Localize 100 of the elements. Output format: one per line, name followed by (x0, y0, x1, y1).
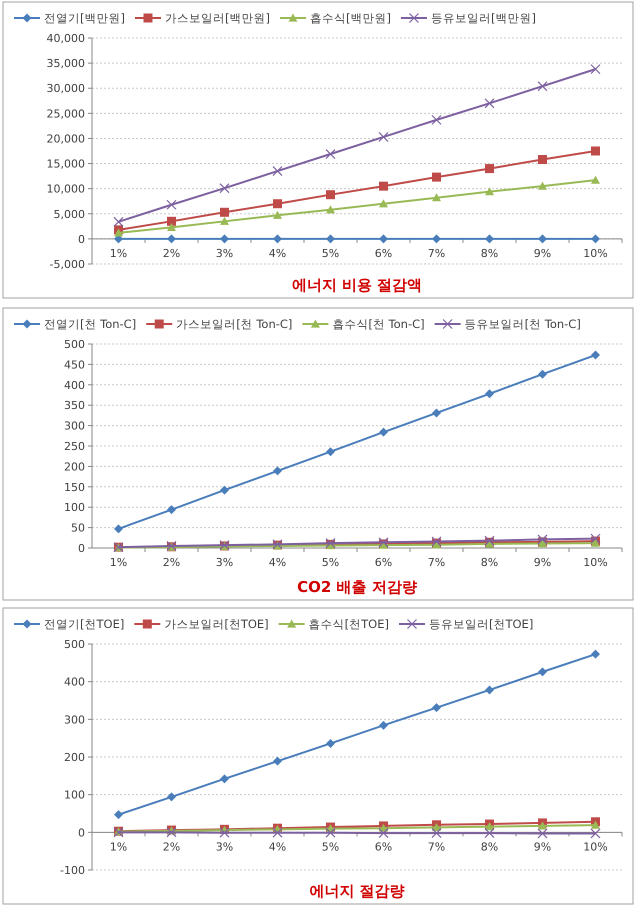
legend-label: 흡수식[천 Ton-C] (332, 317, 425, 331)
y-tick-label: 30,000 (46, 82, 85, 96)
point (432, 408, 441, 418)
x-tick-label: 5% (322, 840, 340, 854)
x-tick-label: 2% (162, 246, 180, 260)
legend-label: 가스보일러[천TOE] (164, 617, 269, 631)
point (485, 164, 494, 174)
y-tick-label: 500 (64, 338, 85, 351)
point (590, 534, 601, 544)
y-tick-label: 5,000 (54, 208, 85, 221)
y-tick-label: 450 (64, 358, 85, 372)
x-tick-label: 7% (428, 246, 446, 260)
point (590, 828, 601, 839)
point (591, 820, 600, 829)
point (220, 774, 229, 784)
point (272, 166, 283, 176)
point (220, 216, 229, 225)
y-tick-label: 500 (64, 638, 85, 651)
y-tick-label: 40,000 (46, 32, 85, 45)
point (431, 114, 442, 125)
point (167, 216, 176, 226)
x-tick-label: 6% (374, 840, 392, 854)
y-tick-label: 0 (78, 826, 85, 840)
point (326, 738, 335, 748)
point (537, 828, 548, 839)
point (219, 183, 230, 194)
point (431, 828, 442, 838)
x-tick-label: 10% (583, 840, 608, 854)
point (485, 685, 494, 694)
point (591, 234, 600, 244)
y-tick-label: 350 (64, 399, 85, 412)
point (538, 667, 547, 676)
x-tick-label: 3% (216, 840, 234, 854)
legend-label: 가스보일러[백만원] (164, 11, 270, 25)
point (591, 350, 600, 360)
y-tick-label: 35,000 (46, 57, 85, 70)
legend-label: 흡수식[백만원] (310, 11, 391, 25)
x-tick-label: 8% (480, 556, 498, 569)
x-tick-label: 1% (110, 556, 128, 569)
x-tick-label: 9% (534, 556, 552, 569)
legend-label: 전열기[천TOE] (44, 617, 124, 631)
x-tick-label: 8% (480, 246, 498, 260)
point (167, 234, 176, 244)
point (273, 756, 282, 766)
point (326, 447, 335, 456)
point (114, 228, 123, 236)
y-tick-label: 10,000 (46, 182, 85, 196)
point (167, 792, 176, 802)
y-tick-label: -5,000 (50, 258, 85, 271)
text: 에너지 절감량 (309, 882, 405, 900)
point (379, 428, 388, 437)
point (378, 132, 389, 142)
point (325, 148, 336, 160)
legend-label: 전열기[천 Ton-C] (44, 317, 136, 331)
point (220, 208, 229, 217)
point (326, 234, 335, 244)
point (273, 466, 282, 476)
point (378, 828, 389, 838)
point (379, 199, 388, 208)
point (432, 234, 441, 244)
text: 에너지 비용 절감액 (292, 276, 422, 294)
point (220, 486, 229, 495)
legend-label: 전열기[백만원] (44, 11, 125, 25)
point (166, 200, 177, 210)
point (273, 199, 282, 208)
y-tick-label: 200 (64, 751, 85, 764)
point (538, 821, 547, 830)
point (538, 234, 547, 244)
legend-label: 등유보일러[천TOE] (428, 617, 534, 631)
x-tick-label: 8% (480, 840, 498, 854)
point (114, 810, 123, 820)
x-tick-label: 3% (216, 556, 234, 569)
point (326, 190, 335, 200)
y-tick-label: 100 (64, 501, 85, 514)
legend-label: 가스보일러[천 Ton-C] (176, 317, 292, 331)
y-tick-label: 400 (64, 676, 85, 689)
x-tick-label: 2% (162, 556, 180, 569)
x-tick-label: 6% (374, 556, 392, 569)
x-tick-label: 7% (428, 840, 446, 854)
y-tick-label: 300 (64, 713, 85, 726)
point (325, 828, 336, 838)
point (485, 234, 494, 244)
point (114, 524, 123, 534)
x-tick-label: 10% (583, 556, 608, 569)
point (273, 234, 282, 244)
point (432, 703, 441, 712)
legend-label: 등유보일러[백만원] (430, 11, 536, 25)
y-tick-label: 15,000 (46, 158, 85, 171)
x-tick-label: 2% (162, 840, 180, 854)
point (272, 828, 283, 838)
y-tick-label: 25,000 (46, 107, 85, 120)
point (591, 176, 600, 184)
point (113, 216, 124, 227)
point (485, 389, 494, 398)
point (432, 193, 441, 202)
point (379, 234, 388, 244)
point (538, 182, 547, 190)
x-tick-label: 7% (428, 556, 446, 569)
y-tick-label: 50 (71, 522, 85, 535)
point (538, 370, 547, 379)
